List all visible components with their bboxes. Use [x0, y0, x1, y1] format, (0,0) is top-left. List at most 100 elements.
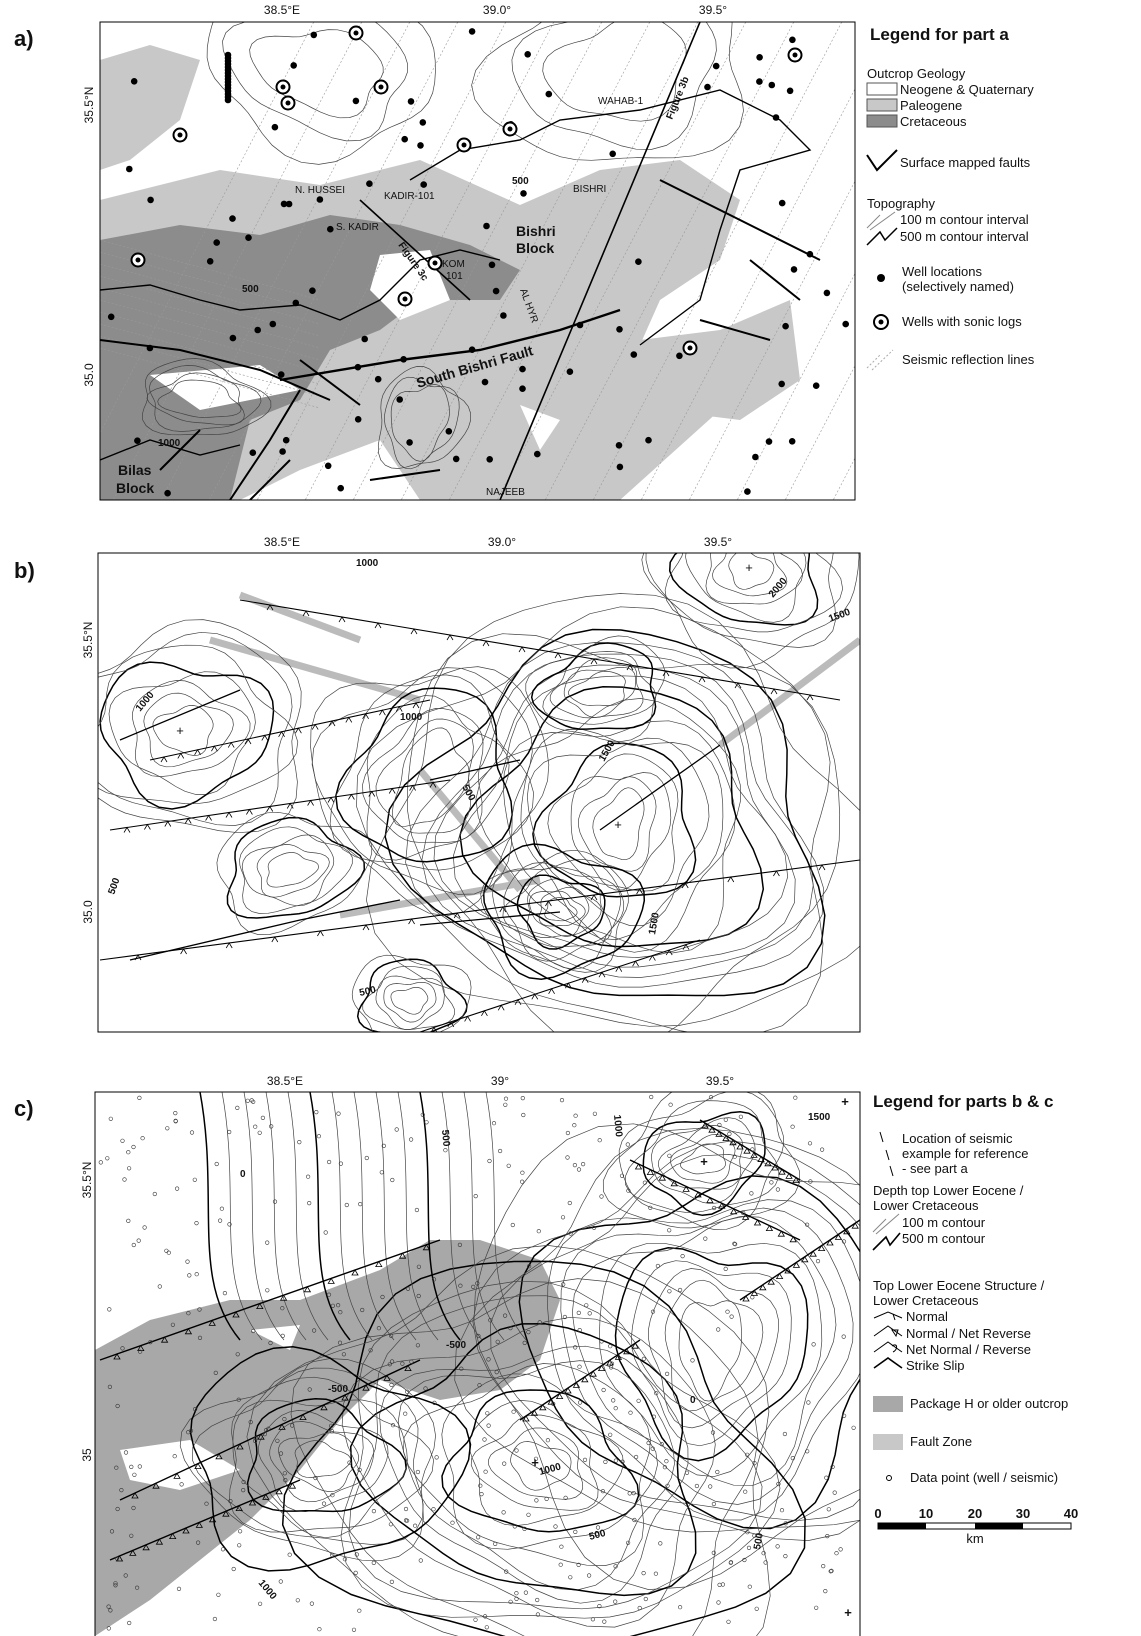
legend-item: Neogene & Quaternary	[900, 82, 1034, 97]
well	[773, 114, 780, 121]
well	[290, 62, 297, 69]
well	[361, 336, 368, 343]
legend-swatch	[873, 1396, 903, 1412]
well	[207, 258, 214, 265]
well	[577, 322, 584, 329]
legend-a: Legend for part a Outcrop Geology Neogen…	[867, 25, 1035, 370]
well	[245, 234, 252, 241]
well	[713, 63, 720, 70]
x-tick-label: 39.5°	[706, 1074, 734, 1088]
well	[791, 266, 798, 273]
well	[281, 201, 288, 208]
well	[279, 448, 286, 455]
scale-bar	[975, 1523, 1023, 1529]
well	[420, 119, 427, 126]
map-label: BISHRI	[573, 184, 606, 195]
sonic-well	[281, 85, 286, 90]
y-tick-label: 35.5°N	[81, 622, 95, 659]
map-label: Bishri	[516, 223, 556, 239]
sonic-well	[178, 133, 183, 138]
x-tick-label: 38.5°E	[267, 1074, 303, 1088]
well	[230, 335, 237, 342]
legend-symbol	[873, 1214, 899, 1234]
well	[325, 463, 332, 470]
x-tick-label: 39.0°	[488, 535, 516, 549]
well	[453, 456, 460, 463]
well	[213, 239, 220, 246]
well	[293, 300, 300, 307]
well	[769, 82, 776, 89]
x-tick-label: 39.5°	[704, 535, 732, 549]
well	[250, 449, 257, 456]
well	[519, 385, 526, 392]
legend-symbol	[874, 1312, 902, 1320]
map-label: KADIR-101	[384, 191, 435, 202]
legend-symbol	[867, 350, 893, 370]
well	[519, 366, 526, 373]
sonic-well	[136, 258, 141, 263]
well	[787, 88, 794, 95]
well	[147, 345, 154, 352]
peak-symbol: +	[844, 1605, 852, 1620]
peak-symbol: +	[700, 1154, 708, 1169]
legend-item: - see part a	[902, 1161, 969, 1176]
well	[337, 485, 344, 492]
well	[489, 262, 496, 269]
well	[500, 312, 507, 319]
legend-title: Legend for part a	[870, 25, 1009, 44]
well	[469, 28, 476, 35]
map-label: NAJEEB	[486, 487, 525, 498]
well	[789, 37, 796, 44]
well	[446, 428, 453, 435]
map-a	[60, 0, 1136, 510]
scale-label: 10	[919, 1506, 933, 1521]
map-c: ++++	[95, 1083, 963, 1636]
x-tick-label: 38.5°E	[264, 535, 300, 549]
well	[824, 290, 831, 297]
map-label: N. HUSSEI	[295, 185, 345, 196]
well	[704, 84, 711, 91]
legend-heading: Lower Cretaceous	[873, 1293, 979, 1308]
well	[254, 327, 261, 334]
well	[469, 346, 476, 353]
body: a) 38.5°E 39.0° 39.5° 35.5°N 35.0 Figure…	[0, 0, 1141, 1636]
legend-symbol	[867, 212, 895, 230]
map-label: Block	[116, 480, 154, 496]
contour-label: 1000	[356, 558, 379, 569]
well	[567, 368, 574, 375]
well	[756, 54, 763, 61]
panel-label: c)	[14, 1096, 34, 1121]
scale-label: 40	[1064, 1506, 1078, 1521]
contour-label: -500	[446, 1340, 466, 1351]
contour-label: 1000	[611, 1114, 624, 1138]
sonic-well	[688, 346, 693, 351]
legend-symbol	[880, 1132, 893, 1176]
well	[534, 451, 541, 458]
legend-item: example for reference	[902, 1146, 1028, 1161]
well	[317, 196, 324, 203]
well	[645, 437, 652, 444]
legend-symbol	[867, 228, 897, 245]
legend-symbol	[887, 1476, 892, 1481]
legend-swatch	[873, 1434, 903, 1450]
contour-label: 0	[240, 1169, 246, 1180]
legend-item: Wells with sonic logs	[902, 314, 1022, 329]
well	[417, 142, 424, 149]
legend-heading: Top Lower Eocene Structure /	[873, 1278, 1045, 1293]
legend-symbol	[874, 1358, 902, 1368]
well	[842, 321, 849, 328]
legend-item: Data point (well / seismic)	[910, 1470, 1058, 1485]
scale-label: 0	[874, 1506, 881, 1521]
well	[355, 416, 362, 423]
well	[752, 454, 759, 461]
peak-symbol: +	[176, 723, 184, 738]
sonic-well	[793, 53, 798, 58]
legend-symbol	[867, 150, 897, 170]
legend-item: Fault Zone	[910, 1434, 972, 1449]
map-label: KOM	[442, 259, 465, 270]
well	[309, 287, 316, 294]
y-tick-label: 35.5°N	[80, 1162, 94, 1199]
legend-symbol	[873, 1233, 900, 1250]
x-tick-label: 39°	[491, 1074, 509, 1088]
contour-label: 500	[439, 1129, 451, 1147]
